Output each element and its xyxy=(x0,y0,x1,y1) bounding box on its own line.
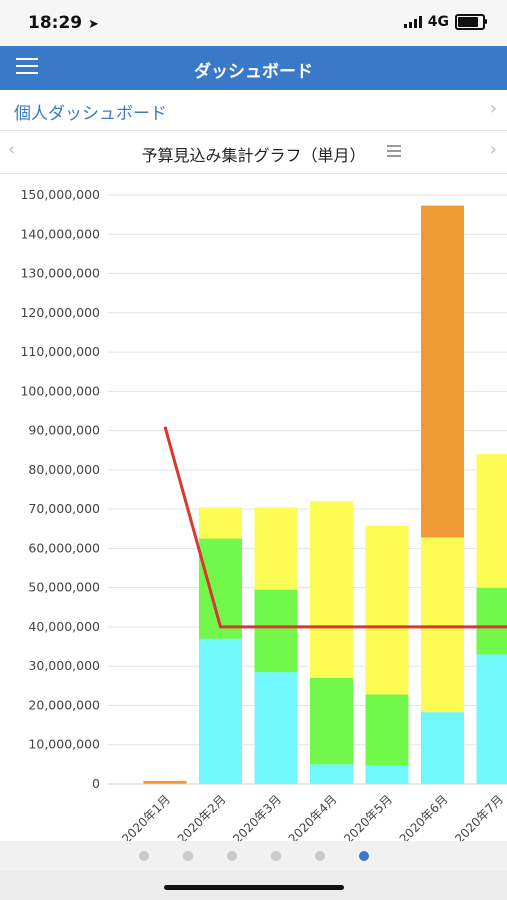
personal-dashboard-row[interactable]: 個人ダッシュボード › xyxy=(0,90,507,131)
chart-header: ‹ 予算見込み集計グラフ（単月） › xyxy=(0,131,507,174)
bar-segment xyxy=(476,454,507,588)
bar-segment xyxy=(310,677,353,765)
page-dot[interactable] xyxy=(271,851,281,861)
bar-segment xyxy=(254,589,298,673)
x-tick-label: 2020年2月 xyxy=(175,792,229,841)
bar-segment xyxy=(254,507,298,590)
bar-segment xyxy=(365,525,409,695)
bar-segment xyxy=(254,672,298,784)
x-tick-label: 2020年7月 xyxy=(452,792,506,841)
y-tick-label: 50,000,000 xyxy=(28,580,100,595)
bar-segment xyxy=(421,205,464,538)
bar-segment xyxy=(365,694,409,766)
x-tick-label: 2020年3月 xyxy=(230,792,284,841)
series-line xyxy=(163,426,507,629)
bar-segment xyxy=(421,712,464,784)
status-time: 18:29 ➤ xyxy=(28,13,99,33)
location-arrow-icon: ➤ xyxy=(88,17,99,32)
page-dot[interactable] xyxy=(139,851,149,861)
y-tick-label: 80,000,000 xyxy=(28,462,100,477)
y-tick-label: 20,000,000 xyxy=(28,697,100,712)
y-tick-label: 140,000,000 xyxy=(20,226,100,241)
chevron-left-icon[interactable]: ‹ xyxy=(8,139,16,160)
bar-segment xyxy=(310,501,353,678)
page-dot[interactable] xyxy=(315,851,325,861)
hamburger-menu-icon[interactable] xyxy=(16,58,38,78)
signal-icon xyxy=(403,16,422,28)
y-tick-label: 0 xyxy=(92,776,100,791)
page-indicator xyxy=(0,841,507,871)
chevron-right-icon[interactable]: › xyxy=(489,139,497,160)
nav-bar: ダッシュボード xyxy=(0,46,507,90)
bar-segment xyxy=(310,764,353,784)
battery-icon xyxy=(455,14,487,30)
personal-dashboard-label: 個人ダッシュボード xyxy=(14,104,167,124)
status-indicators: 4G xyxy=(403,14,487,30)
page-dot[interactable] xyxy=(227,851,237,861)
network-label: 4G xyxy=(427,14,449,30)
x-tick-label: 2020年6月 xyxy=(397,792,451,841)
y-tick-label: 110,000,000 xyxy=(20,344,100,359)
bar-segment xyxy=(199,507,242,539)
y-tick-label: 100,000,000 xyxy=(20,383,100,398)
x-tick-label: 2020年1月 xyxy=(119,792,173,841)
home-indicator xyxy=(164,885,344,890)
chart: 0 10,000,000 20,000,000 30,000,000 40,000,00… xyxy=(20,187,507,841)
y-tick-label: 90,000,000 xyxy=(28,423,100,438)
bar-segment xyxy=(365,765,409,784)
page-dot[interactable] xyxy=(359,851,369,861)
y-tick-label: 60,000,000 xyxy=(28,540,100,555)
chevron-right-icon: › xyxy=(489,98,497,119)
x-tick-label: 2020年5月 xyxy=(341,792,395,841)
y-tick-label: 70,000,000 xyxy=(28,501,100,516)
chart-title: 予算見込み集計グラフ（単月） xyxy=(141,146,366,165)
bar-segment xyxy=(199,638,242,784)
status-time-text: 18:29 xyxy=(28,13,83,33)
y-tick-label: 130,000,000 xyxy=(20,266,100,281)
bar-segment xyxy=(476,587,507,655)
nav-title: ダッシュボード xyxy=(194,62,313,82)
status-bar: 18:29 ➤ 4G xyxy=(0,0,507,46)
y-tick-label: 120,000,000 xyxy=(20,305,100,320)
y-tick-label: 10,000,000 xyxy=(28,737,100,752)
x-tick-label: 2020年4月 xyxy=(286,792,340,841)
bar-segment xyxy=(421,537,464,713)
bar-segment xyxy=(143,780,187,784)
chart-menu-icon[interactable] xyxy=(387,145,401,157)
y-tick-label: 150,000,000 xyxy=(20,187,100,202)
page-dot[interactable] xyxy=(183,851,193,861)
y-tick-label: 40,000,000 xyxy=(28,619,100,634)
y-tick-label: 30,000,000 xyxy=(28,658,100,673)
bar-segment xyxy=(476,654,507,784)
